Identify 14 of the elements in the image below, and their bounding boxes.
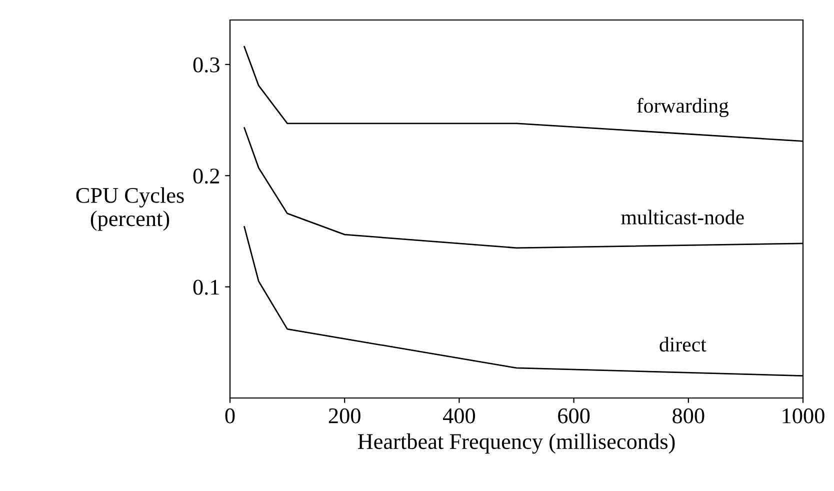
y-axis-title: CPU Cycles (percent) — [76, 187, 184, 231]
series-label: forwarding — [637, 98, 729, 118]
y-tick-label: 0.1 — [193, 280, 219, 295]
x-tick-label: 200 — [328, 408, 360, 424]
x-tick-label: 800 — [672, 408, 704, 424]
x-tick-label: 0 — [225, 408, 235, 424]
x-axis-title: Heartbeat Frequency (milliseconds) — [358, 433, 675, 454]
x-tick-label: 400 — [442, 408, 476, 424]
series-label: multicast-node — [621, 210, 744, 224]
y-tick-label: 0.3 — [193, 57, 220, 72]
x-tick-label: 600 — [558, 408, 590, 424]
series-label: direct — [660, 336, 706, 352]
y-tick-label: 0.2 — [193, 168, 220, 184]
x-tick-label: 1000 — [782, 408, 824, 424]
